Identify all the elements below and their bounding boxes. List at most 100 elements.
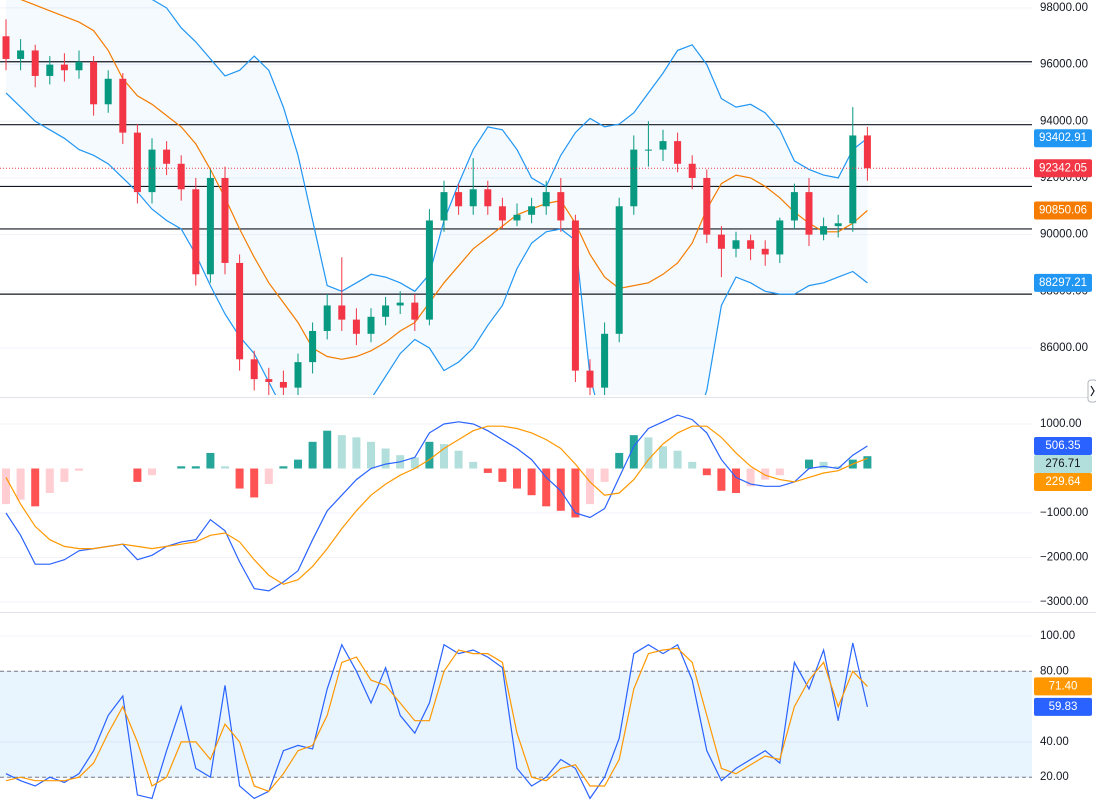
histogram-bar	[60, 468, 69, 482]
histogram-bar	[513, 468, 521, 489]
pane	[0, 635, 1032, 800]
histogram-bar	[440, 444, 448, 469]
indicator-line	[5, 642, 868, 800]
candle-body	[834, 223, 842, 227]
candle-body	[323, 305, 331, 331]
candle-body	[761, 248, 769, 255]
candle-body	[90, 61, 98, 105]
price-badge	[1034, 201, 1092, 220]
candle-body	[60, 64, 68, 71]
candle-body	[338, 305, 346, 320]
candle-body	[221, 177, 229, 263]
candle-body	[119, 78, 127, 133]
price-badge-label: 90850.06	[1039, 205, 1087, 217]
histogram-bar	[542, 468, 551, 507]
scroll-button[interactable]	[1087, 379, 1096, 403]
y-tick-label: 1000.00	[1040, 418, 1082, 430]
histogram-bar	[191, 466, 200, 469]
indicator-line	[5, 92, 868, 395]
candle-body	[148, 149, 156, 193]
candle-body	[440, 192, 448, 221]
y-tick-label: 94000.00	[1040, 115, 1088, 127]
histogram-bar	[615, 452, 624, 469]
histogram-bar	[571, 468, 580, 518]
candle-body	[177, 163, 185, 190]
histogram-bar	[425, 441, 434, 469]
y-tick-label: −2000.00	[1040, 552, 1088, 564]
histogram-bar	[659, 446, 667, 469]
candle-body	[688, 163, 696, 178]
y-tick-label: 80.00	[1040, 665, 1069, 677]
histogram-bar	[381, 448, 390, 469]
price-badge	[1034, 159, 1092, 178]
price-badge-label: 59.83	[1049, 701, 1078, 713]
candle-body	[630, 149, 638, 207]
price-badge	[1034, 677, 1092, 696]
candle-body	[31, 50, 39, 76]
histogram-bar	[133, 468, 142, 482]
candle-body	[425, 220, 433, 320]
histogram-bar	[177, 466, 186, 469]
histogram-bar	[761, 468, 770, 480]
candle-body	[571, 220, 579, 371]
band-fill	[6, 0, 868, 395]
histogram-bar	[454, 450, 463, 469]
histogram-bar	[323, 430, 332, 469]
price-badge	[1034, 697, 1092, 716]
candle-body	[776, 220, 784, 255]
candle-body	[717, 234, 725, 249]
histogram-bar	[367, 441, 375, 469]
price-badge-label: 229.64	[1045, 476, 1081, 488]
histogram-bar	[600, 468, 609, 482]
candle-body	[732, 240, 740, 249]
histogram-bar	[469, 461, 478, 469]
candle-body	[542, 192, 550, 207]
histogram-bar	[819, 461, 828, 469]
candle-body	[104, 78, 112, 105]
histogram-bar	[410, 457, 419, 469]
histogram-bar	[717, 468, 726, 491]
candle-body	[615, 206, 623, 334]
candle-body	[790, 192, 798, 221]
candle-body	[659, 141, 667, 150]
scroll-button-box[interactable]	[1087, 379, 1096, 403]
histogram-bar	[206, 452, 215, 469]
histogram-bar	[31, 468, 40, 507]
candle-body	[17, 50, 25, 59]
price-badge-label: 88297.21	[1039, 277, 1087, 289]
y-tick-label: −1000.00	[1040, 507, 1088, 519]
price-badge-label: 93402.91	[1039, 132, 1087, 144]
candle-body	[455, 192, 463, 207]
candle-body	[382, 305, 390, 317]
histogram-bar	[2, 468, 10, 505]
candle-body	[367, 316, 375, 334]
price-badge-label: 92342.05	[1039, 162, 1087, 174]
candle-body	[820, 226, 828, 235]
candle-body	[250, 359, 258, 380]
y-tick-label: 96000.00	[1040, 59, 1088, 71]
candle-body	[279, 381, 287, 388]
histogram-bar	[644, 437, 653, 469]
candle-body	[703, 177, 711, 235]
candle-body	[644, 149, 652, 151]
histogram-bar	[556, 468, 565, 511]
histogram-bar	[148, 468, 156, 476]
indicator-line	[5, 647, 868, 793]
histogram-bar	[527, 468, 536, 496]
histogram-bar	[702, 468, 711, 476]
scroll-chevron	[1090, 385, 1095, 397]
histogram-bar	[45, 468, 54, 493]
candle-body	[849, 135, 857, 224]
candle-body	[498, 206, 506, 221]
histogram-bar	[863, 456, 872, 469]
histogram-bar	[775, 468, 784, 476]
candle-body	[75, 61, 83, 71]
indicator-line	[5, 425, 868, 585]
histogram-bar	[235, 468, 244, 489]
candle-body	[396, 302, 404, 306]
indicator-line	[20, 0, 868, 360]
candle-body	[163, 149, 171, 164]
histogram-bar	[221, 466, 229, 469]
candle-body	[206, 177, 214, 275]
